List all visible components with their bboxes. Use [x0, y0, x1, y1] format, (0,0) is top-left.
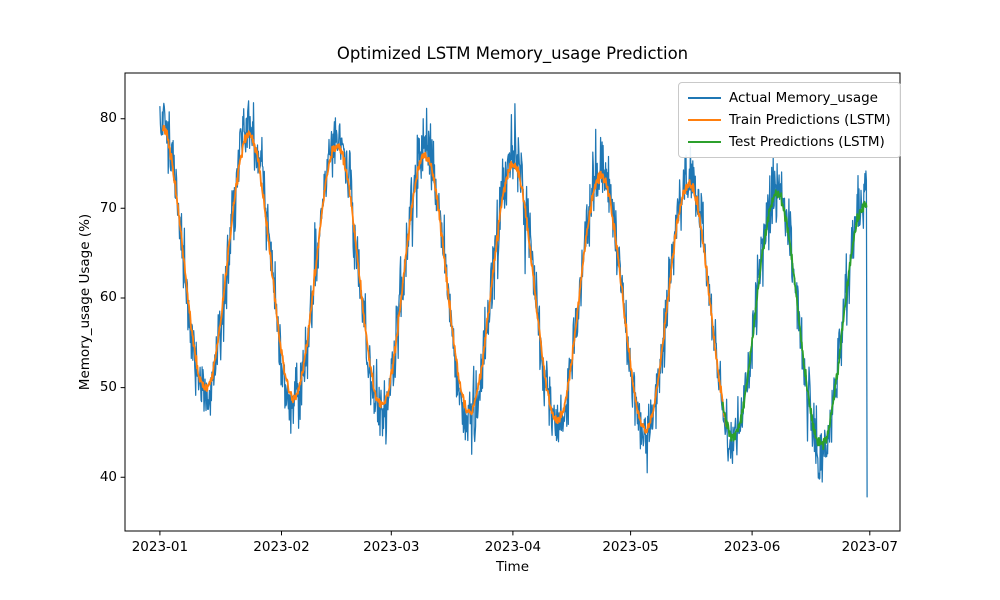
legend: Actual Memory_usage Train Predictions (L… — [678, 82, 901, 158]
series-line-actual — [159, 100, 868, 498]
chart-title: Optimized LSTM Memory_usage Prediction — [336, 44, 689, 63]
legend-line-actual-icon — [688, 96, 721, 100]
legend-label-test: Test Predictions (LSTM) — [729, 134, 885, 150]
x-tick-label: 2023-07 — [841, 539, 898, 555]
x-axis-label: Time — [495, 559, 530, 575]
x-tick-marks — [159, 530, 871, 536]
y-tick-label: 50 — [99, 379, 117, 396]
y-tick-label: 60 — [99, 289, 117, 306]
legend-item-test: Test Predictions (LSTM) — [688, 131, 891, 153]
legend-item-train: Train Predictions (LSTM) — [688, 109, 891, 131]
legend-label-actual: Actual Memory_usage — [729, 90, 878, 106]
y-tick-label: 80 — [99, 110, 117, 127]
x-tick-label: 2023-02 — [253, 539, 310, 555]
y-tick-label: 40 — [99, 468, 117, 485]
legend-label-train: Train Predictions (LSTM) — [729, 112, 891, 128]
x-tick-label: 2023-06 — [723, 539, 781, 555]
y-tick-label: 70 — [99, 199, 117, 216]
legend-line-test-icon — [688, 140, 721, 144]
series-line-train — [162, 124, 728, 434]
legend-line-train-icon — [688, 118, 721, 122]
x-tick-label: 2023-01 — [131, 539, 189, 555]
series-line-test — [721, 189, 868, 451]
legend-item-actual: Actual Memory_usage — [688, 87, 891, 109]
x-tick-label: 2023-03 — [363, 539, 420, 555]
y-tick-marks — [120, 118, 126, 478]
x-tick-label: 2023-05 — [602, 539, 659, 555]
x-tick-label: 2023-04 — [484, 539, 542, 555]
